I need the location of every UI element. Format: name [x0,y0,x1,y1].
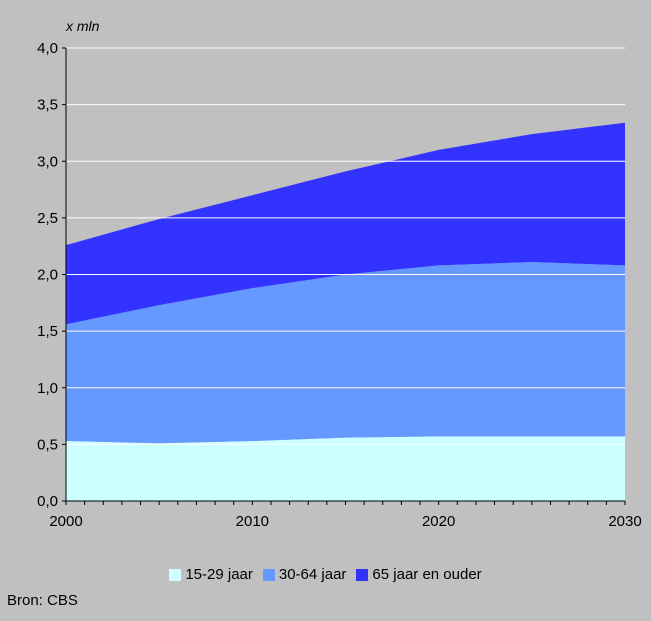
y-unit-label: x mln [65,18,100,34]
y-tick-label: 0,5 [37,436,58,453]
legend-label: 15-29 jaar [185,566,253,583]
plot-area: 0,0 0,5 1,0 1,5 2,0 2,5 3,0 3,5 4,0 2000 2010 2020 2… [37,40,642,530]
legend-swatch [356,568,369,581]
legend-swatch [262,568,275,581]
legend: 15-29 jaar 30-64 jaar 65 jaar en ouder [0,566,651,583]
legend-item-2: 30-64 jaar [262,566,347,583]
y-tick-label: 2,5 [37,210,58,227]
area-series-3 [66,122,625,325]
area-series-2 [66,262,625,444]
y-tick-label: 2,0 [37,267,58,284]
legend-label: 65 jaar en ouder [372,566,482,583]
x-tick-label: 2010 [236,513,269,530]
x-tick-label: 2000 [49,513,82,530]
y-tick-label: 1,5 [37,323,58,340]
legend-swatch [169,568,182,581]
legend-item-1: 15-29 jaar [169,566,253,583]
x-tick-label: 2020 [422,513,455,530]
area-series-1 [66,436,625,501]
legend-item-3: 65 jaar en ouder [356,566,482,583]
source-note: Bron: CBS [7,592,78,609]
y-tick-label: 3,5 [37,97,58,114]
y-tick-label: 3,0 [37,153,58,170]
legend-label: 30-64 jaar [278,566,347,583]
x-tick-label: 2030 [608,513,641,530]
y-tick-label: 4,0 [37,40,58,57]
chart-plot: x mln 0,0 0,5 1,0 1,5 2,0 2,5 3,0 3,5 4,0 2000 201… [37,18,642,530]
y-tick-label: 1,0 [37,380,58,397]
y-tick-label: 0,0 [37,493,58,510]
